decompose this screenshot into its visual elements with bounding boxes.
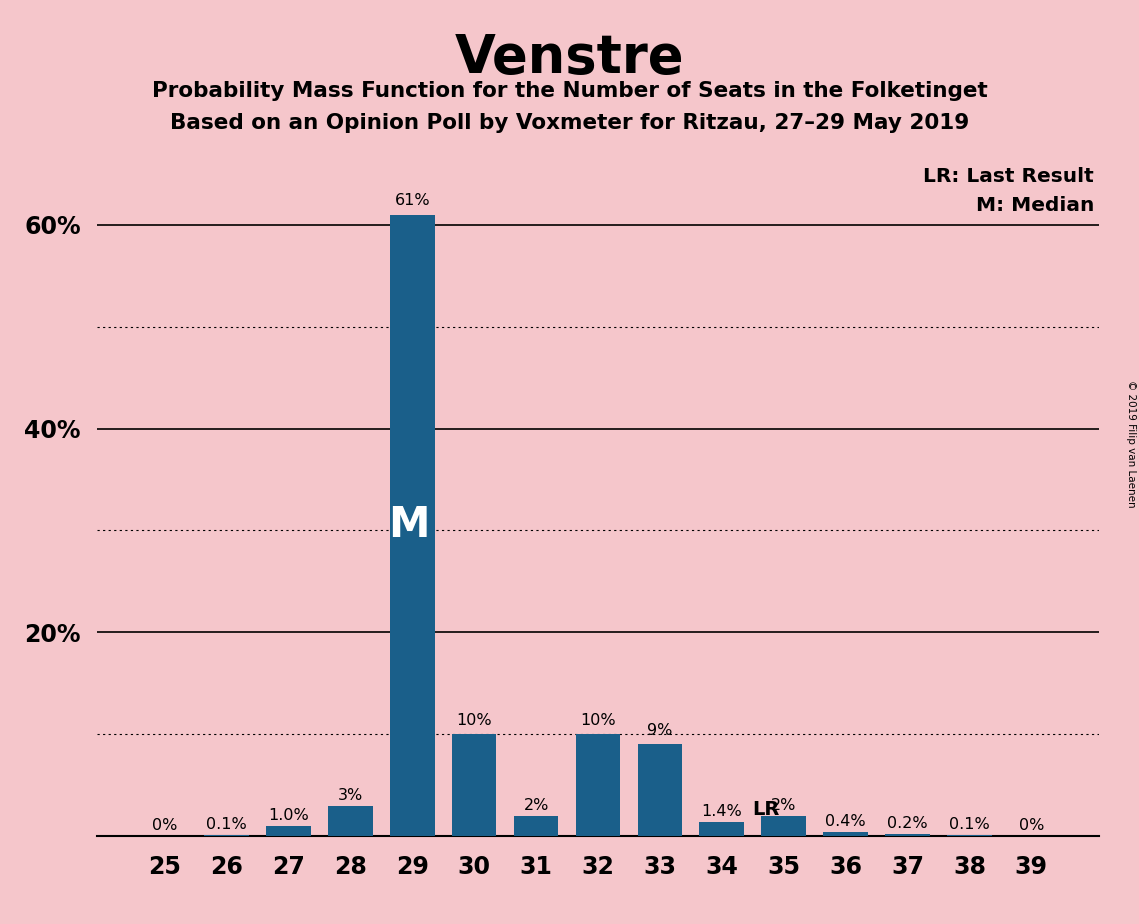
Bar [699,822,744,836]
Text: 0.1%: 0.1% [949,817,990,833]
Text: 10%: 10% [580,713,616,728]
Text: M: Median: M: Median [976,196,1095,215]
Text: 0%: 0% [1018,818,1044,833]
Text: Based on an Opinion Poll by Voxmeter for Ritzau, 27–29 May 2019: Based on an Opinion Poll by Voxmeter for… [170,113,969,133]
Bar [638,745,682,836]
Bar [390,214,435,836]
Bar [328,806,372,836]
Bar [823,833,868,836]
Text: 1.4%: 1.4% [702,804,743,819]
Text: 9%: 9% [647,723,672,738]
Text: © 2019 Filip van Laenen: © 2019 Filip van Laenen [1126,380,1136,507]
Text: Venstre: Venstre [454,32,685,84]
Bar [575,735,621,836]
Text: 10%: 10% [457,713,492,728]
Bar [514,816,558,836]
Text: 0.4%: 0.4% [826,814,866,829]
Text: 0.1%: 0.1% [206,817,247,833]
Text: 1.0%: 1.0% [268,808,309,823]
Bar [452,735,497,836]
Text: LR: Last Result: LR: Last Result [924,167,1095,187]
Bar [267,826,311,836]
Text: 0.2%: 0.2% [887,816,928,831]
Bar [204,835,248,836]
Text: Probability Mass Function for the Number of Seats in the Folketinget: Probability Mass Function for the Number… [151,81,988,102]
Text: 2%: 2% [524,797,549,813]
Text: 0%: 0% [151,818,178,833]
Bar [885,834,929,836]
Text: 61%: 61% [394,193,431,209]
Bar [948,835,992,836]
Bar [761,816,806,836]
Text: 2%: 2% [771,797,796,813]
Text: LR: LR [753,800,780,819]
Text: M: M [388,505,429,546]
Text: 3%: 3% [338,787,363,803]
